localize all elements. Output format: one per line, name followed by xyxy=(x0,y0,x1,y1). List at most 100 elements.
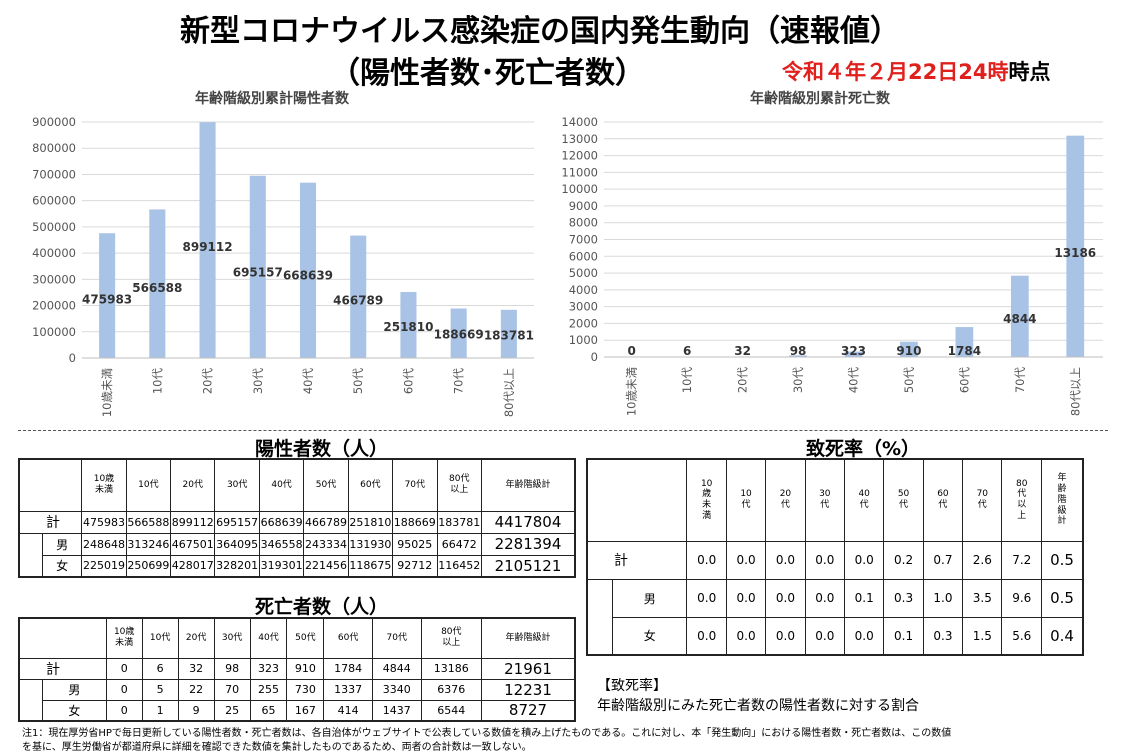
positives-y-tick-label: 100000 xyxy=(32,325,76,339)
fatality-column-header: 年 齢 階 級 計 xyxy=(1042,459,1084,541)
positives-data-label: 566588 xyxy=(132,281,182,295)
positives-y-tick-label: 200000 xyxy=(32,299,76,313)
footnote-line-2: を基に、厚生労働省が都道府県に詳細を確認できた数値を集計したものであるため、両者… xyxy=(22,741,1142,755)
positives-x-tick-label: 50代 xyxy=(351,368,365,395)
fatality-cell: 0.0 xyxy=(844,617,883,655)
fatality-cell: 9.6 xyxy=(1002,579,1042,617)
positives-cell: 346558 xyxy=(259,533,303,555)
positives-x-tick-label: 60代 xyxy=(401,368,415,395)
fatality-cell: 0.2 xyxy=(884,541,923,579)
deaths-column-header: 10歳 未満 xyxy=(106,618,142,658)
deaths-cell: 1437 xyxy=(372,700,421,721)
fatality-cell: 0.0 xyxy=(687,617,726,655)
positives-cell: 243334 xyxy=(304,533,348,555)
positives-column-header: 10歳 未満 xyxy=(82,459,126,511)
deaths-cell: 5 xyxy=(142,679,178,700)
positives-y-tick-label: 500000 xyxy=(32,220,76,234)
timestamp-suffix: 時点 xyxy=(1008,60,1050,84)
deaths-data-label: 4844 xyxy=(1003,312,1036,326)
deaths-x-tick-label: 40代 xyxy=(847,367,861,394)
deaths-y-tick-label: 8000 xyxy=(569,216,598,230)
fatality-corner-cell xyxy=(587,459,687,541)
deaths-y-tick-label: 6000 xyxy=(569,249,598,263)
positives-column-header: 年齢階級計 xyxy=(482,459,576,511)
positives-cell: 467501 xyxy=(171,533,215,555)
deaths-row-label: 女 xyxy=(43,700,107,721)
positives-cell: 4417804 xyxy=(482,511,576,533)
timestamp-date: 令和４年２月22日24時 xyxy=(782,60,1008,84)
positives-data-label: 188669 xyxy=(434,328,484,342)
footnote-line-1: 注1：現在厚労省HPで毎日更新している陽性者数・死亡者数は、各自治体がウェブサイ… xyxy=(22,727,1142,741)
fatality-cell: 7.2 xyxy=(1002,541,1042,579)
fatality-cell: 1.5 xyxy=(963,617,1002,655)
deaths-data-label: 32 xyxy=(734,344,751,358)
fatality-cell: 0.0 xyxy=(805,617,844,655)
positives-cell: 92712 xyxy=(393,555,437,577)
positives-data-label: 899112 xyxy=(183,240,233,254)
deaths-cell: 0 xyxy=(106,679,142,700)
fatality-cell: 0.0 xyxy=(805,579,844,617)
positives-cell: 2105121 xyxy=(482,555,576,577)
positives-cell: 566588 xyxy=(126,511,170,533)
deaths-cell: 730 xyxy=(287,679,324,700)
page-title: 新型コロナウイルス感染症の国内発生動向（速報値） xyxy=(0,6,1080,50)
positives-cell: 116452 xyxy=(437,555,482,577)
deaths-cell: 6376 xyxy=(421,679,481,700)
positives-cell: 251810 xyxy=(348,511,392,533)
positives-cell: 313246 xyxy=(126,533,170,555)
positives-cell: 668639 xyxy=(259,511,303,533)
fatality-cell: 2.6 xyxy=(963,541,1002,579)
positives-column-header: 50代 xyxy=(304,459,348,511)
positives-cell: 248648 xyxy=(82,533,126,555)
as-of-timestamp: 令和４年２月22日24時時点 xyxy=(782,56,1050,86)
positives-cell: 225019 xyxy=(82,555,126,577)
deaths-row-indent xyxy=(19,700,43,721)
positives-cell: 466789 xyxy=(304,511,348,533)
positives-cell: 475983 xyxy=(82,511,126,533)
positives-x-tick-label: 10代 xyxy=(150,368,164,395)
deaths-cell: 414 xyxy=(324,700,373,721)
fatality-column-header: 20 代 xyxy=(766,459,805,541)
positives-cell: 118675 xyxy=(348,555,392,577)
positives-cell: 2281394 xyxy=(482,533,576,555)
fatality-cell: 0.1 xyxy=(884,617,923,655)
deaths-x-tick-label: 60代 xyxy=(957,367,971,394)
deaths-cell: 65 xyxy=(250,700,287,721)
deaths-cell: 21961 xyxy=(482,658,576,679)
deaths-column-header: 70代 xyxy=(372,618,421,658)
positives-cell: 95025 xyxy=(393,533,437,555)
positives-data-label: 695157 xyxy=(233,265,283,279)
positives-x-tick-label: 70代 xyxy=(452,368,466,395)
positives-row-label: 計 xyxy=(19,511,82,533)
fatality-column-header: 40 代 xyxy=(844,459,883,541)
positives-column-header: 70代 xyxy=(393,459,437,511)
deaths-corner-cell xyxy=(19,618,106,658)
deaths-x-tick-label: 10代 xyxy=(680,367,694,394)
positives-data-label: 668639 xyxy=(283,269,333,283)
deaths-column-header: 10代 xyxy=(142,618,178,658)
positives-corner-cell xyxy=(19,459,82,511)
deaths-x-tick-label: 30代 xyxy=(791,367,805,394)
deaths-x-tick-label: 20代 xyxy=(736,367,750,394)
deaths-cell: 3340 xyxy=(372,679,421,700)
deaths-data-label: 13186 xyxy=(1054,246,1096,260)
positives-bar-chart: 0100000200000300000400000500000600000700… xyxy=(0,105,560,430)
positives-y-tick-label: 400000 xyxy=(32,246,76,260)
deaths-bar-chart: 0100020003000400050006000700080009000100… xyxy=(560,105,1120,430)
deaths-column-header: 60代 xyxy=(324,618,373,658)
positives-y-tick-label: 800000 xyxy=(32,141,76,155)
deaths-cell: 1784 xyxy=(324,658,373,679)
positives-row-label: 男 xyxy=(43,533,82,555)
deaths-x-tick-label: 80代以上 xyxy=(1068,367,1082,416)
positives-y-tick-label: 300000 xyxy=(32,272,76,286)
positives-row-indent xyxy=(19,533,43,555)
fatality-row-label: 計 xyxy=(587,541,687,579)
positives-column-header: 30代 xyxy=(215,459,259,511)
positives-cell: 250699 xyxy=(126,555,170,577)
